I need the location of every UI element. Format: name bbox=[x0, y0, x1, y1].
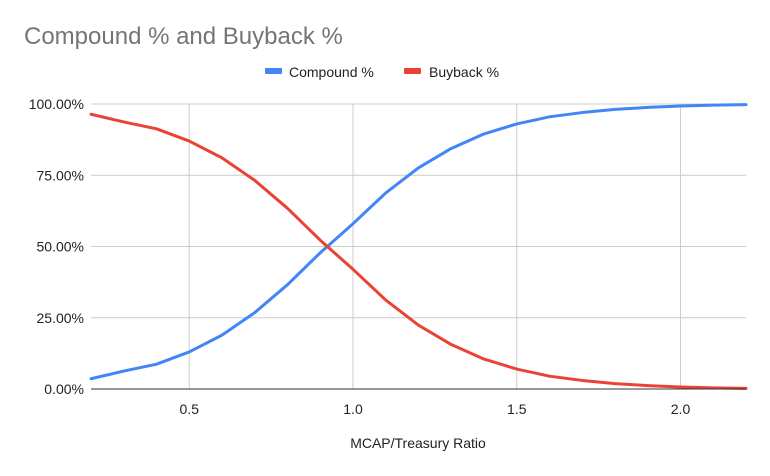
legend-swatch-buyback bbox=[404, 68, 421, 74]
x-tick-label: 1.0 bbox=[343, 401, 363, 417]
y-tick-label: 75.00% bbox=[37, 167, 84, 183]
y-tick-label: 0.00% bbox=[44, 381, 84, 397]
y-tick-label: 50.00% bbox=[37, 239, 84, 255]
y-tick-label: 25.00% bbox=[37, 310, 84, 326]
series-lines bbox=[89, 103, 748, 390]
legend-swatch-compound bbox=[265, 68, 282, 74]
x-tick-label: 2.0 bbox=[671, 401, 691, 417]
y-tick-label: 100.00% bbox=[29, 96, 84, 112]
x-axis-tick-labels: 0.5 1.0 1.5 2.0 bbox=[180, 401, 691, 417]
series-line-compound bbox=[89, 103, 748, 381]
x-axis-label: MCAP/Treasury Ratio bbox=[350, 435, 486, 451]
series-line-buyback bbox=[89, 112, 748, 390]
legend-label-buyback: Buyback % bbox=[429, 64, 499, 80]
y-axis-tick-labels: 0.00% 25.00% 50.00% 75.00% 100.00% bbox=[29, 96, 84, 397]
gridlines bbox=[91, 103, 746, 389]
x-tick-label: 1.5 bbox=[507, 401, 527, 417]
x-tick-label: 0.5 bbox=[180, 401, 200, 417]
chart-title: Compound % and Buyback % bbox=[24, 23, 343, 50]
legend: Compound % Buyback % bbox=[265, 64, 499, 80]
legend-label-compound: Compound % bbox=[289, 64, 374, 80]
